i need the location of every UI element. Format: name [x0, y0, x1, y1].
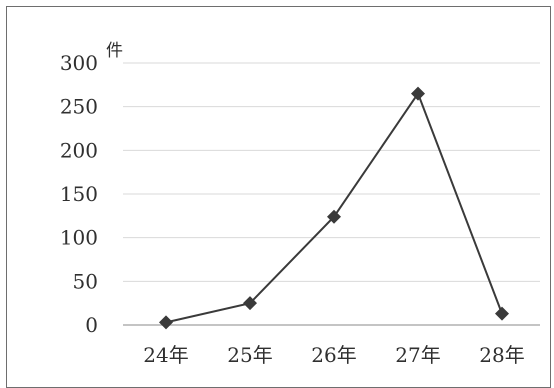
series-markers — [159, 86, 509, 330]
x-tick-label: 24年 — [143, 343, 188, 367]
y-tick-label: 200 — [60, 138, 98, 162]
y-tick-label: 150 — [60, 182, 98, 206]
y-tick-label: 50 — [73, 269, 98, 293]
y-tick-label: 100 — [60, 226, 98, 250]
x-tick-label: 25年 — [227, 343, 272, 367]
gridlines — [123, 62, 540, 282]
data-point-marker — [411, 86, 425, 101]
y-tick-label: 0 — [85, 313, 98, 337]
line-chart: 0 50 100 150 200 250 300 24年 25年 26年 27年 28年 件 — [60, 41, 540, 367]
data-point-marker — [495, 306, 509, 321]
data-point-marker — [243, 296, 257, 311]
x-tick-label: 26年 — [311, 343, 356, 367]
x-tick-label: 28年 — [479, 343, 524, 367]
series-line — [165, 91, 503, 324]
x-tick-labels: 24年 25年 26年 27年 28年 — [143, 343, 524, 367]
series-lines — [165, 91, 503, 324]
y-unit-label: 件 — [106, 41, 123, 61]
data-point-marker — [327, 209, 341, 224]
y-tick-label: 300 — [60, 51, 98, 75]
y-tick-labels: 0 50 100 150 200 250 300 — [60, 51, 98, 337]
x-tick-label: 27年 — [395, 343, 440, 367]
y-tick-label: 250 — [60, 95, 98, 119]
data-point-marker — [159, 315, 173, 330]
